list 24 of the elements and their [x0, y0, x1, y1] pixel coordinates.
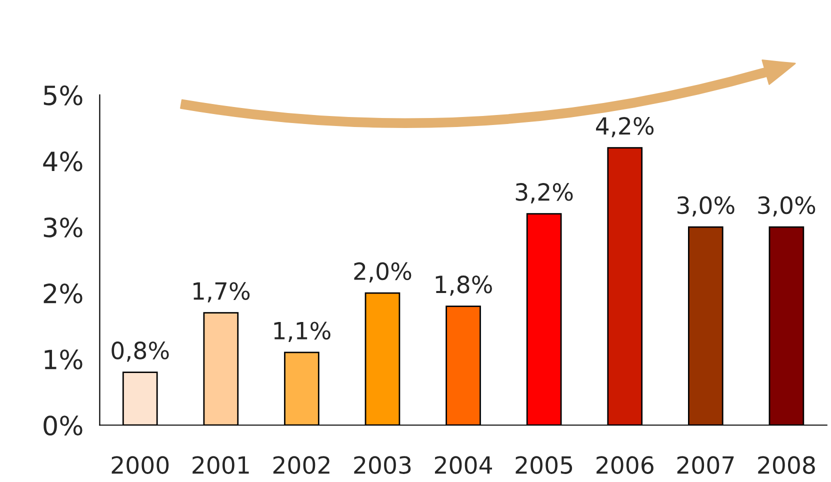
- data-label: 1,7%: [194, 282, 250, 302]
- x-tick-label: 2005: [516, 456, 572, 474]
- x-tick-label: 2004: [434, 456, 492, 474]
- data-label: 3,0%: [758, 196, 816, 217]
- y-tick-label: 1%: [44, 350, 82, 370]
- data-label: 1,8%: [436, 275, 492, 296]
- x-tick-label: 2003: [354, 456, 411, 474]
- x-tick-label: 2008: [758, 456, 815, 474]
- data-label: 0,8%: [112, 342, 169, 362]
- y-tick-label: 4%: [43, 151, 82, 172]
- x-tick-label: 2007: [677, 456, 734, 474]
- data-label: 2,0%: [354, 262, 412, 283]
- x-tick-label: 2001: [192, 456, 249, 474]
- y-tick-label: 5%: [44, 85, 82, 106]
- x-tick-label: 2002: [273, 456, 330, 474]
- data-label: 3,0%: [677, 196, 734, 217]
- data-label: 1,1%: [274, 322, 330, 342]
- x-tick-label: 2006: [596, 456, 654, 474]
- y-tick-label: 3%: [44, 217, 82, 238]
- x-tick-label: 2000: [112, 456, 169, 474]
- data-label: 4,2%: [596, 117, 654, 138]
- y-tick-label: 2%: [44, 283, 82, 304]
- y-tick-label: 0%: [44, 416, 82, 436]
- data-label: 3,2%: [516, 183, 573, 204]
